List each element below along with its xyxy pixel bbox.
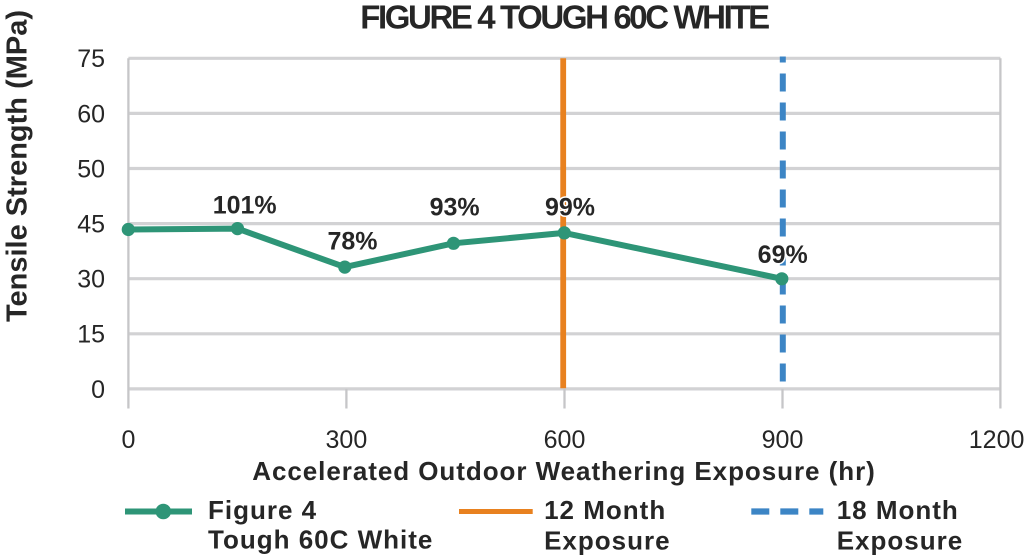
svg-text:69%: 69%: [758, 241, 808, 269]
svg-text:12 Month: 12 Month: [544, 495, 666, 525]
svg-text:Tough 60C White: Tough 60C White: [208, 525, 433, 555]
svg-text:FIGURE 4 TOUGH 60C WHITE: FIGURE 4 TOUGH 60C WHITE: [360, 0, 769, 35]
svg-text:60: 60: [77, 100, 105, 128]
svg-text:0: 0: [121, 426, 135, 454]
svg-text:900: 900: [762, 426, 804, 454]
svg-text:30: 30: [77, 266, 105, 294]
svg-text:78%: 78%: [327, 227, 377, 255]
svg-text:Exposure: Exposure: [837, 526, 964, 556]
svg-text:99%: 99%: [545, 193, 595, 221]
svg-text:75: 75: [77, 45, 105, 73]
svg-text:101%: 101%: [213, 191, 277, 219]
svg-text:93%: 93%: [430, 193, 480, 221]
svg-text:Exposure: Exposure: [544, 526, 671, 556]
svg-text:1200: 1200: [969, 426, 1024, 454]
svg-text:15: 15: [77, 321, 105, 349]
svg-text:600: 600: [544, 426, 586, 454]
svg-text:45: 45: [77, 211, 105, 239]
svg-text:Accelerated Outdoor Weathering: Accelerated Outdoor Weathering Exposure …: [252, 456, 876, 486]
svg-text:300: 300: [326, 426, 368, 454]
svg-text:18 Month: 18 Month: [837, 495, 959, 525]
svg-text:50: 50: [77, 155, 105, 183]
svg-text:0: 0: [91, 376, 105, 404]
svg-text:Tensile Strength (MPa): Tensile Strength (MPa): [2, 10, 34, 322]
svg-text:Figure 4: Figure 4: [208, 495, 317, 525]
